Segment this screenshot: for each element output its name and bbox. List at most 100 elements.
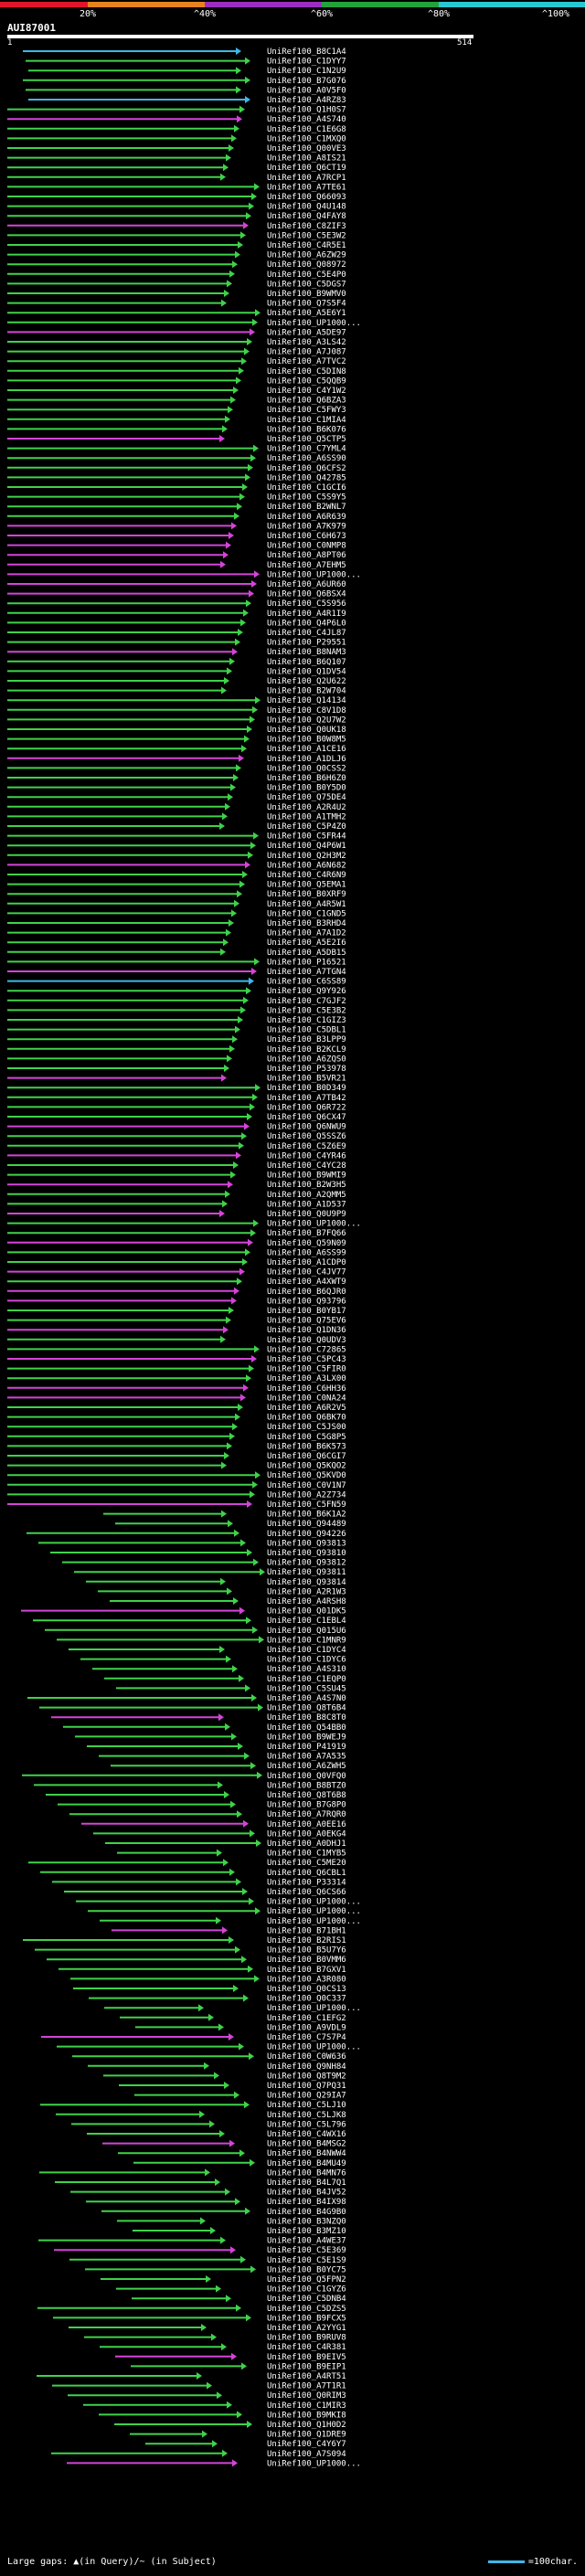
hit-row[interactable]: UniRef100_C5DZS5 [37, 2304, 346, 2314]
hit-row[interactable]: UniRef100_A6SS90 [7, 454, 346, 463]
hit-label[interactable]: UniRef100_A2R4U2 [267, 803, 346, 812]
hit-label[interactable]: UniRef100_C5Z6E9 [267, 1142, 346, 1151]
hit-label[interactable]: UniRef100_B4MN76 [267, 2168, 346, 2178]
hit-row[interactable]: UniRef100_A7RQR0 [69, 1810, 346, 1819]
hit-row[interactable]: UniRef100_C4YR46 [7, 1151, 346, 1161]
hit-row[interactable]: UniRef100_B9EIP1 [131, 2362, 346, 2371]
hit-row[interactable]: UniRef100_B0Y5D0 [7, 783, 346, 793]
hit-row[interactable]: UniRef100_Q0UDV3 [7, 1335, 346, 1345]
hit-label[interactable]: UniRef100_Q5FPN2 [267, 2275, 346, 2284]
hit-row[interactable]: UniRef100_A6ZWH5 [111, 1762, 346, 1771]
hit-row[interactable]: UniRef100_A2QMM5 [7, 1190, 346, 1200]
hit-row[interactable]: UniRef100_Q5CTP5 [7, 435, 346, 444]
hit-row[interactable]: UniRef100_C0V1N7 [7, 1480, 346, 1490]
hit-label[interactable]: UniRef100_Q0C337 [267, 1995, 346, 2004]
hit-row[interactable]: UniRef100_C1E6G8 [7, 124, 346, 134]
hit-label[interactable]: UniRef100_C1GCI6 [267, 483, 346, 493]
hit-row[interactable]: UniRef100_A5DE97 [7, 328, 346, 337]
hit-label[interactable]: UniRef100_C5FIR0 [267, 1365, 346, 1374]
hit-label[interactable]: UniRef100_C5QQB9 [267, 376, 346, 386]
hit-row[interactable]: UniRef100_B9WEJ9 [75, 1733, 346, 1742]
hit-row[interactable]: UniRef100_A4R5W1 [7, 899, 346, 909]
hit-row[interactable]: UniRef100_P16521 [7, 958, 346, 967]
hit-row[interactable]: UniRef100_P53978 [7, 1065, 346, 1074]
hit-label[interactable]: UniRef100_B7FQ66 [267, 1229, 346, 1238]
hit-label[interactable]: UniRef100_Q7S5F4 [267, 300, 346, 309]
hit-row[interactable]: UniRef100_B6K573 [7, 1442, 346, 1451]
hit-row[interactable]: UniRef100_A7S094 [51, 2449, 346, 2459]
hit-label[interactable]: UniRef100_A6R2V5 [267, 1404, 346, 1413]
hit-label[interactable]: UniRef100_A6SS90 [267, 454, 346, 463]
hit-label[interactable]: UniRef100_A1CDP0 [267, 1258, 346, 1267]
hit-row[interactable]: UniRef100_Q0CS13 [73, 1985, 346, 1994]
hit-row[interactable]: UniRef100_Q8T6B8 [46, 1791, 346, 1800]
hit-row[interactable]: UniRef100_C4R381 [100, 2343, 346, 2352]
hit-label[interactable]: UniRef100_C1E6G8 [267, 125, 346, 134]
hit-label[interactable]: UniRef100_A7S094 [267, 2450, 346, 2459]
hit-label[interactable]: UniRef100_B3RHD4 [267, 919, 346, 928]
hit-label[interactable]: UniRef100_A4RZ83 [267, 96, 346, 105]
hit-label[interactable]: UniRef100_A1TMH2 [267, 812, 346, 822]
hit-row[interactable]: UniRef100_A7TE61 [7, 183, 346, 192]
hit-label[interactable]: UniRef100_A2YYG1 [267, 2324, 346, 2333]
hit-row[interactable]: UniRef100_C7YML4 [7, 444, 346, 454]
hit-label[interactable]: UniRef100_Q4U148 [267, 203, 346, 212]
hit-label[interactable]: UniRef100_C5LJ10 [267, 2101, 346, 2110]
hit-label[interactable]: UniRef100_C1MIA4 [267, 416, 346, 425]
hit-label[interactable]: UniRef100_C5PC43 [267, 1355, 346, 1364]
hit-label[interactable]: UniRef100_B6K573 [267, 1442, 346, 1451]
hit-row[interactable]: UniRef100_A7A1D2 [7, 928, 346, 938]
hit-label[interactable]: UniRef100_B0D349 [267, 1084, 346, 1093]
hit-row[interactable]: UniRef100_C5DGS7 [7, 280, 346, 289]
hit-label[interactable]: UniRef100_Q8T9M2 [267, 2072, 346, 2081]
hit-label[interactable]: UniRef100_A7A1D2 [267, 929, 346, 938]
hit-row[interactable]: UniRef100_UP1000... [7, 570, 361, 579]
hit-row[interactable]: UniRef100_C5DBL1 [7, 1025, 346, 1035]
hit-label[interactable]: UniRef100_C5DGS7 [267, 280, 346, 289]
hit-label[interactable]: UniRef100_C4JL87 [267, 629, 346, 638]
hit-row[interactable]: UniRef100_A1D537 [7, 1200, 346, 1209]
hit-row[interactable]: UniRef100_Q0C337 [89, 1994, 346, 2004]
hit-row[interactable]: UniRef100_A4RZ83 [28, 96, 346, 105]
hit-label[interactable]: UniRef100_Q6NWU9 [267, 1123, 346, 1132]
hit-row[interactable]: UniRef100_Q0CSS2 [7, 764, 346, 773]
hit-label[interactable]: UniRef100_C5E3W2 [267, 231, 346, 240]
hit-label[interactable]: UniRef100_Q75EV6 [267, 1317, 346, 1326]
hit-label[interactable]: UniRef100_A7EHM5 [267, 561, 346, 570]
hit-row[interactable]: UniRef100_Q6R722 [7, 1103, 346, 1112]
hit-row[interactable]: UniRef100_Q5FPN2 [101, 2275, 346, 2284]
hit-row[interactable]: UniRef100_A7TGN4 [7, 968, 346, 977]
hit-row[interactable]: UniRef100_Q59N09 [7, 1238, 346, 1248]
hit-label[interactable]: UniRef100_C7GJF2 [267, 997, 346, 1006]
hit-row[interactable]: UniRef100_A1CDP0 [7, 1258, 346, 1267]
hit-label[interactable]: UniRef100_Q14134 [267, 696, 346, 705]
hit-row[interactable]: UniRef100_Q2H3M2 [7, 851, 346, 861]
hit-label[interactable]: UniRef100_B8C8T0 [267, 1713, 346, 1723]
hit-row[interactable]: UniRef100_B4NWW4 [118, 2149, 346, 2158]
hit-row[interactable]: UniRef100_C1GCI6 [7, 483, 346, 493]
hit-label[interactable]: UniRef100_A3LX00 [267, 1374, 346, 1383]
hit-row[interactable]: UniRef100_B9WMV0 [7, 290, 346, 299]
hit-label[interactable]: UniRef100_C6H673 [267, 532, 346, 541]
hit-label[interactable]: UniRef100_C1GND5 [267, 909, 346, 918]
hit-row[interactable]: UniRef100_B0YB17 [7, 1307, 346, 1316]
hit-label[interactable]: UniRef100_A7TGN4 [267, 968, 346, 977]
hit-row[interactable]: UniRef100_Q6CT19 [7, 164, 346, 173]
hit-row[interactable]: UniRef100_C5E3W2 [7, 231, 346, 240]
hit-label[interactable]: UniRef100_A0EE16 [267, 1820, 346, 1829]
hit-label[interactable]: UniRef100_B2KCL9 [267, 1045, 346, 1055]
hit-label[interactable]: UniRef100_B6H6Z0 [267, 774, 346, 783]
hit-label[interactable]: UniRef100_B8C1A4 [267, 48, 346, 57]
hit-row[interactable]: UniRef100_A7TVC2 [7, 357, 346, 366]
hit-row[interactable]: UniRef100_C5FR44 [7, 832, 346, 842]
hit-label[interactable]: UniRef100_C1EFG2 [267, 2014, 346, 2023]
hit-label[interactable]: UniRef100_B9WMV0 [267, 290, 346, 299]
hit-label[interactable]: UniRef100_B4MU49 [267, 2159, 346, 2168]
hit-label[interactable]: UniRef100_C4WX16 [267, 2130, 346, 2139]
hit-row[interactable]: UniRef100_C5PC43 [7, 1355, 346, 1364]
hit-label[interactable]: UniRef100_Q75DE4 [267, 793, 346, 802]
hit-row[interactable]: UniRef100_A8PT06 [7, 551, 346, 560]
hit-row[interactable]: UniRef100_C5LJ10 [40, 2101, 346, 2110]
hit-row[interactable]: UniRef100_UP1000... [104, 2004, 361, 2013]
hit-row[interactable]: UniRef100_Q42785 [7, 473, 346, 482]
